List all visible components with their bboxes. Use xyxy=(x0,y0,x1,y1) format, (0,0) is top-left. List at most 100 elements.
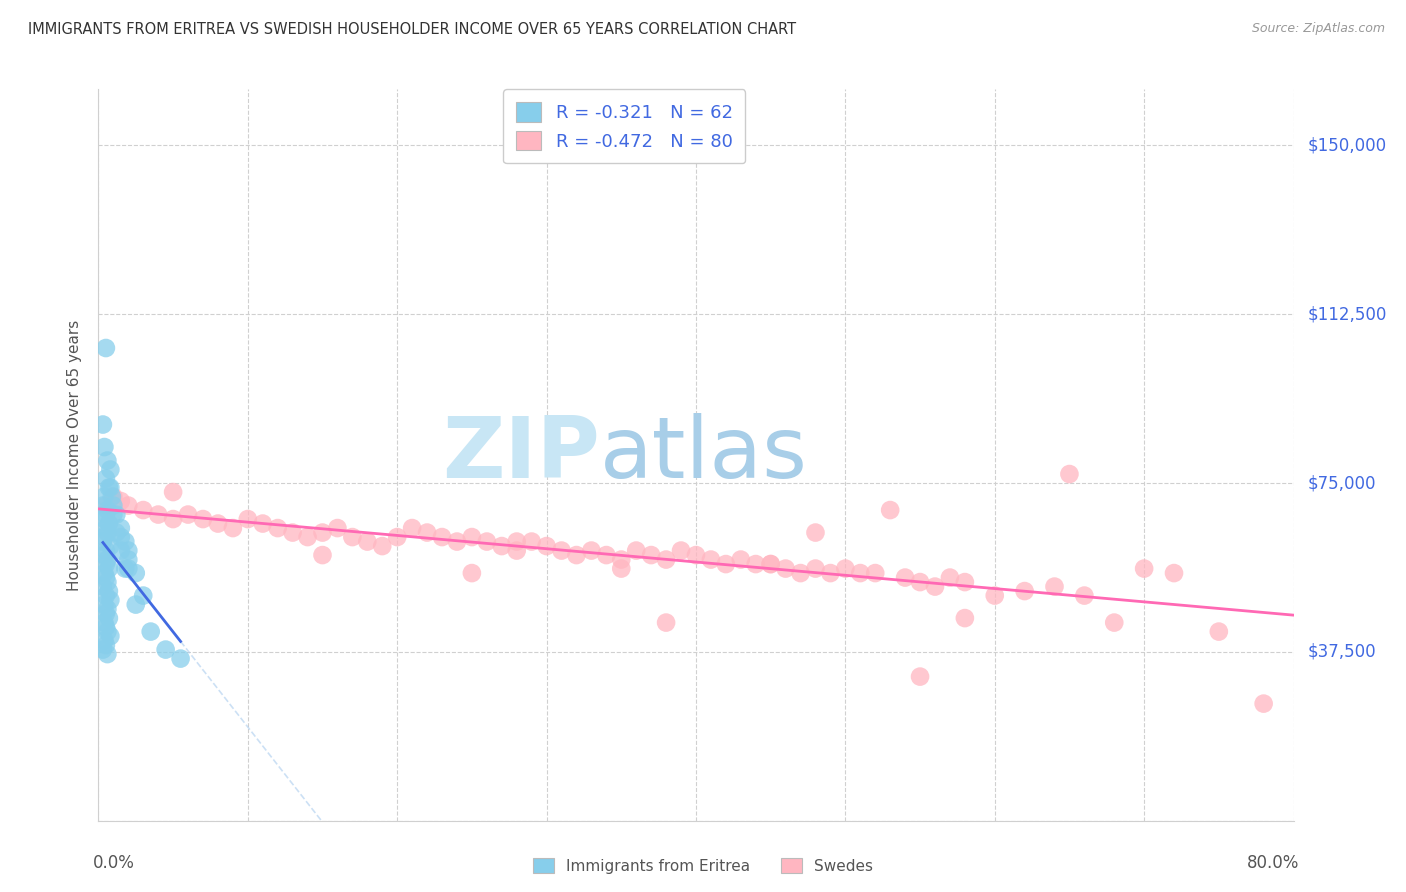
Point xyxy=(849,566,872,580)
Legend: Immigrants from Eritrea, Swedes: Immigrants from Eritrea, Swedes xyxy=(526,852,880,880)
Point xyxy=(117,552,139,566)
Point xyxy=(114,561,136,575)
Point xyxy=(125,566,148,580)
Point xyxy=(894,571,917,585)
Point xyxy=(595,548,617,562)
Point xyxy=(342,530,364,544)
Point xyxy=(655,615,678,630)
Point xyxy=(236,512,259,526)
Point xyxy=(655,552,678,566)
Point xyxy=(759,557,782,571)
Point xyxy=(93,615,115,630)
Point xyxy=(94,471,117,485)
Point xyxy=(371,539,394,553)
Point xyxy=(1253,697,1275,711)
Point xyxy=(177,508,200,522)
Point xyxy=(94,571,117,585)
Point xyxy=(98,539,122,553)
Point xyxy=(94,499,117,513)
Point xyxy=(96,525,118,540)
Point xyxy=(101,490,124,504)
Point xyxy=(105,508,128,522)
Point xyxy=(640,548,662,562)
Point xyxy=(97,611,120,625)
Point xyxy=(430,530,453,544)
Point xyxy=(908,575,931,590)
Point xyxy=(132,589,155,603)
Point xyxy=(983,589,1005,603)
Point xyxy=(356,534,378,549)
Point xyxy=(125,598,148,612)
Point xyxy=(148,508,170,522)
Point xyxy=(91,534,114,549)
Text: Source: ZipAtlas.com: Source: ZipAtlas.com xyxy=(1251,22,1385,36)
Point xyxy=(207,516,229,531)
Point xyxy=(939,571,962,585)
Point xyxy=(91,499,114,513)
Point xyxy=(96,602,118,616)
Point xyxy=(114,534,136,549)
Point xyxy=(110,494,132,508)
Point xyxy=(610,552,633,566)
Point xyxy=(311,525,333,540)
Point xyxy=(96,647,118,661)
Point xyxy=(97,481,120,495)
Point xyxy=(96,624,118,639)
Point xyxy=(93,530,115,544)
Point xyxy=(94,638,117,652)
Point xyxy=(169,651,191,665)
Point xyxy=(506,534,529,549)
Point xyxy=(730,552,752,566)
Point xyxy=(759,557,782,571)
Point xyxy=(139,624,162,639)
Point xyxy=(834,561,856,575)
Point xyxy=(326,521,349,535)
Point xyxy=(775,561,797,575)
Point xyxy=(96,552,118,566)
Point xyxy=(1208,624,1230,639)
Point xyxy=(132,503,155,517)
Point xyxy=(96,575,118,590)
Point xyxy=(162,512,184,526)
Point xyxy=(700,552,723,566)
Point xyxy=(297,530,319,544)
Point xyxy=(624,543,647,558)
Point xyxy=(804,561,827,575)
Point xyxy=(908,670,931,684)
Point xyxy=(1073,589,1095,603)
Point xyxy=(93,512,115,526)
Point xyxy=(536,539,558,553)
Point xyxy=(117,561,139,575)
Point xyxy=(311,548,333,562)
Text: $37,500: $37,500 xyxy=(1308,643,1376,661)
Point xyxy=(94,589,117,603)
Point xyxy=(416,525,439,540)
Point xyxy=(804,525,827,540)
Point xyxy=(94,543,117,558)
Point xyxy=(93,548,115,562)
Point xyxy=(745,557,768,571)
Point xyxy=(97,584,120,599)
Point xyxy=(461,566,484,580)
Point xyxy=(105,525,128,540)
Point xyxy=(91,417,114,432)
Point xyxy=(155,642,177,657)
Point xyxy=(520,534,543,549)
Point xyxy=(863,566,886,580)
Point xyxy=(97,561,120,575)
Point xyxy=(401,521,423,535)
Point xyxy=(94,521,117,535)
Point xyxy=(506,543,529,558)
Legend: R = -0.321   N = 62, R = -0.472   N = 80: R = -0.321 N = 62, R = -0.472 N = 80 xyxy=(503,89,745,163)
Point xyxy=(879,503,901,517)
Point xyxy=(93,440,115,454)
Text: 80.0%: 80.0% xyxy=(1247,854,1299,871)
Point xyxy=(93,566,115,580)
Point xyxy=(110,530,132,544)
Point xyxy=(162,485,184,500)
Point xyxy=(103,490,125,504)
Point xyxy=(103,508,125,522)
Point xyxy=(98,481,122,495)
Point xyxy=(565,548,588,562)
Text: $75,000: $75,000 xyxy=(1308,474,1376,492)
